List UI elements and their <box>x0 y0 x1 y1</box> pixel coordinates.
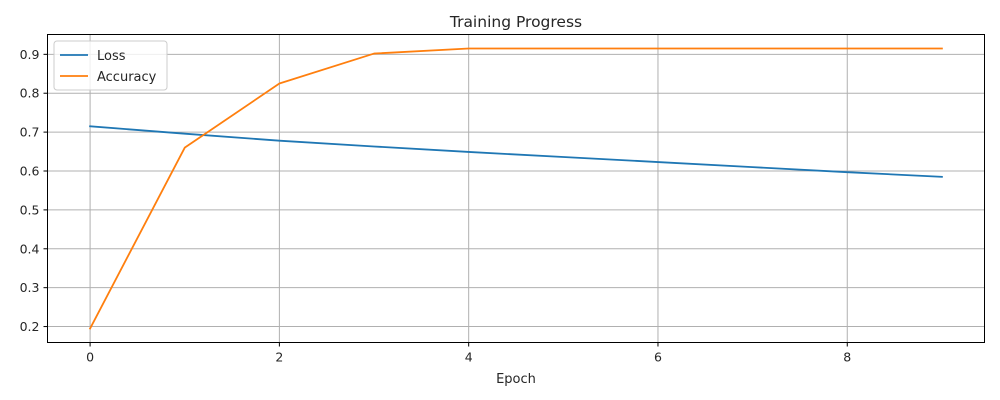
series-line-loss <box>89 125 943 178</box>
chart-title: Training Progress <box>449 13 582 31</box>
y-tick-label: 0.6 <box>20 164 40 179</box>
y-tick-label: 0.2 <box>20 319 40 334</box>
legend-label-loss: Loss <box>97 49 126 64</box>
y-tick-label: 0.7 <box>20 125 40 140</box>
legend-label-accuracy: Accuracy <box>97 70 157 85</box>
axis-ticks: 0 2 4 6 8 0.2 0.3 0.4 0.5 0.6 0.7 0.8 0.9 <box>20 47 852 365</box>
y-tick-label: 0.8 <box>20 86 40 101</box>
x-tick-label: 8 <box>843 350 851 365</box>
x-axis-label: Epoch <box>496 372 536 387</box>
legend: Loss Accuracy <box>53 40 168 91</box>
x-tick-label: 4 <box>465 350 473 365</box>
series-lines <box>88 47 943 330</box>
plot-frame <box>47 34 985 343</box>
x-tick-label: 2 <box>275 350 283 365</box>
series-line-accuracy <box>88 47 943 330</box>
y-tick-label: 0.3 <box>20 280 40 295</box>
y-tick-label: 0.5 <box>20 202 40 217</box>
grid-lines <box>47 34 985 343</box>
x-tick-label: 0 <box>86 350 94 365</box>
y-tick-label: 0.4 <box>20 241 40 256</box>
legend-box <box>53 40 168 91</box>
y-tick-label: 0.9 <box>20 47 40 62</box>
x-tick-label: 6 <box>654 350 662 365</box>
